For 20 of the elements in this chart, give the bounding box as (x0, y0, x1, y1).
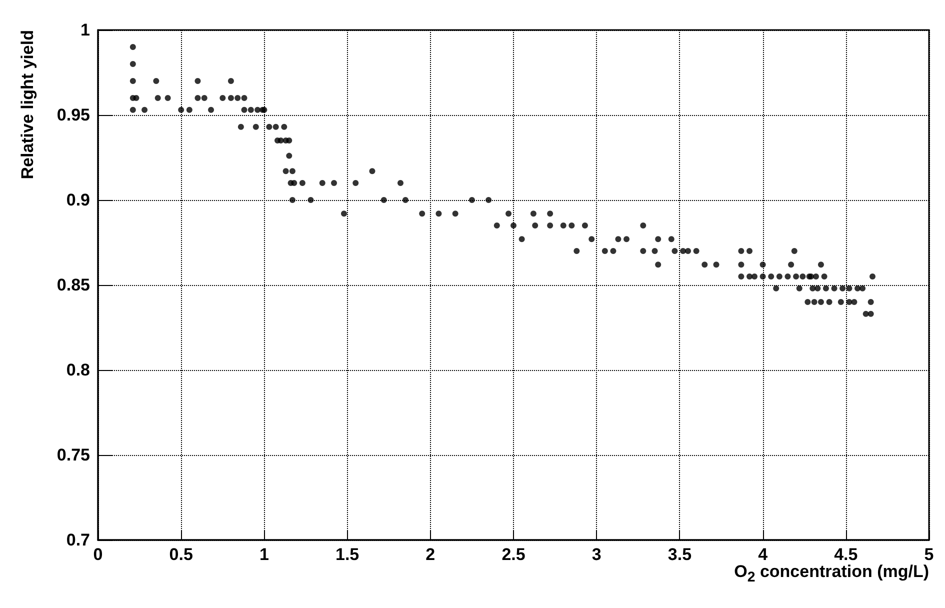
x-tick-label: 3 (592, 545, 602, 564)
y-tick-label: 0.95 (56, 106, 90, 124)
x-tick-label: 2 (426, 545, 436, 564)
y-tick-label: 0.7 (66, 530, 90, 550)
y-tick-label: 0.75 (56, 446, 90, 464)
y-tick-label: 0.85 (56, 276, 90, 294)
x-tick-label: 5 (924, 545, 934, 564)
x-axis-title: O$_{2}$ concentration (mg/L) (734, 562, 929, 586)
x-tick-label: 1 (259, 545, 269, 564)
y-tick-label: 0.9 (66, 190, 90, 210)
y-tick-label: 0.8 (66, 360, 90, 380)
x-tick-label: 0 (93, 545, 103, 564)
x-tick-label: 4.5 (834, 545, 858, 564)
x-tick-label: 2.5 (502, 545, 526, 564)
x-tick-label: 4 (758, 545, 768, 564)
y-axis-title: Relative light yield (18, 30, 37, 180)
x-tick-label: 3.5 (668, 545, 692, 564)
y-tick-label: 1 (80, 20, 90, 40)
x-tick-label: 1.5 (335, 545, 360, 564)
x-tick-label: 0.5 (169, 545, 193, 564)
